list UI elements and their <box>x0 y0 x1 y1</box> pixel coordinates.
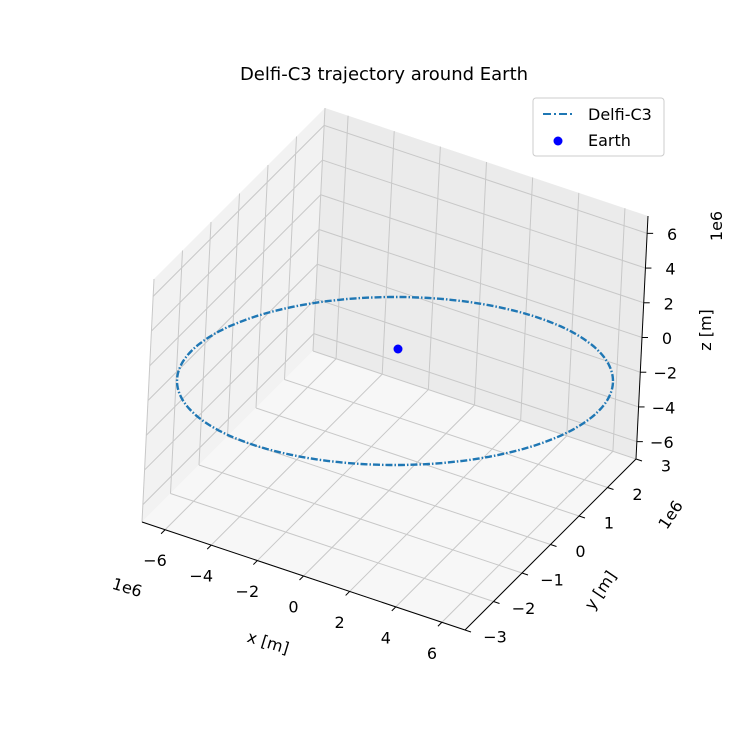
grid-line-z-right <box>323 124 648 234</box>
x-tick <box>206 544 212 550</box>
legend-label-earth: Earth <box>588 131 631 150</box>
y-tick <box>464 629 472 633</box>
grid-line-z-left <box>142 333 315 505</box>
x-tick <box>437 621 443 627</box>
legend-marker-earth <box>553 136 563 146</box>
x-tick <box>391 606 397 612</box>
x-tick-label: 6 <box>427 644 437 663</box>
chart-title: Delfi-C3 trajectory around Earth <box>240 64 528 85</box>
x-tick-label: 0 <box>288 598 298 617</box>
grid-line-z-right <box>320 194 644 304</box>
z-axis-title: z [m] <box>696 309 715 351</box>
x-tick-label: −2 <box>236 582 260 601</box>
z-tick-label: 0 <box>662 329 672 348</box>
x-tick-label: −4 <box>189 567 213 586</box>
grid-line-z-right <box>318 229 643 338</box>
z-tick-label: 6 <box>667 225 677 244</box>
grid-line-y-floor <box>198 464 523 574</box>
x-tick-label: 4 <box>381 628 391 647</box>
grid-line-z-left <box>149 194 322 367</box>
y-tick <box>493 601 500 604</box>
grid-line-z-left <box>152 125 325 297</box>
y-tick-label: −2 <box>512 599 536 618</box>
y-tick-label: 1 <box>604 514 614 533</box>
x-tick-label: −6 <box>143 551 167 570</box>
grid-line-y-floor <box>312 350 637 460</box>
y-tick <box>607 487 614 490</box>
grid-line-z-left <box>145 263 318 436</box>
z-tick-label: 2 <box>664 294 674 313</box>
grid-lines <box>141 107 648 631</box>
legend: Delfi-C3 Earth <box>532 97 665 157</box>
z-tick-label: −4 <box>652 398 676 417</box>
y-tick-label: −1 <box>540 571 564 590</box>
legend-frame <box>532 97 665 157</box>
grid-line-y-floor <box>284 379 608 488</box>
x-tick <box>299 575 304 581</box>
series-point-earth <box>393 344 403 354</box>
z-tick-label: −6 <box>650 433 674 452</box>
y-tick <box>635 458 643 462</box>
y-tick-label: 3 <box>661 457 671 476</box>
legend-label-delfi-c3: Delfi-C3 <box>588 105 652 124</box>
grid-line-y-floor <box>227 436 551 545</box>
x-axis-title: x [m] <box>245 627 291 658</box>
grid-line-z-right <box>315 298 639 408</box>
x-tick <box>253 560 258 565</box>
x-tick <box>160 529 166 535</box>
z-tick-label: 4 <box>665 260 675 279</box>
axis-panes <box>142 108 648 630</box>
y-axis-offset-text: 1e6 <box>654 497 687 533</box>
grid-line-z-right <box>317 263 641 373</box>
y-tick-label: −3 <box>483 628 507 647</box>
y-tick <box>550 544 557 547</box>
series-layer <box>175 295 615 467</box>
grid-line-z-left <box>144 298 316 471</box>
grid-line-z-right <box>322 159 646 269</box>
z-axis-offset-text: 1e6 <box>707 211 726 241</box>
y-tick <box>578 515 586 519</box>
y-axis-title: y [m] <box>581 567 621 613</box>
grid-line-z-left <box>147 229 320 401</box>
grid-line-y-floor <box>170 493 494 602</box>
z-tick-label: −2 <box>653 364 677 383</box>
y-tick-label: 0 <box>575 542 585 561</box>
y-tick-label: 2 <box>632 485 642 504</box>
y-tick <box>521 572 529 576</box>
series-line-delfi-c3 <box>175 295 615 467</box>
x-tick <box>345 591 350 596</box>
grid-line-y-floor <box>255 407 580 517</box>
x-tick-label: 2 <box>335 613 345 632</box>
grid-line-z-left <box>151 159 323 332</box>
x-axis-offset-text: 1e6 <box>110 574 144 601</box>
